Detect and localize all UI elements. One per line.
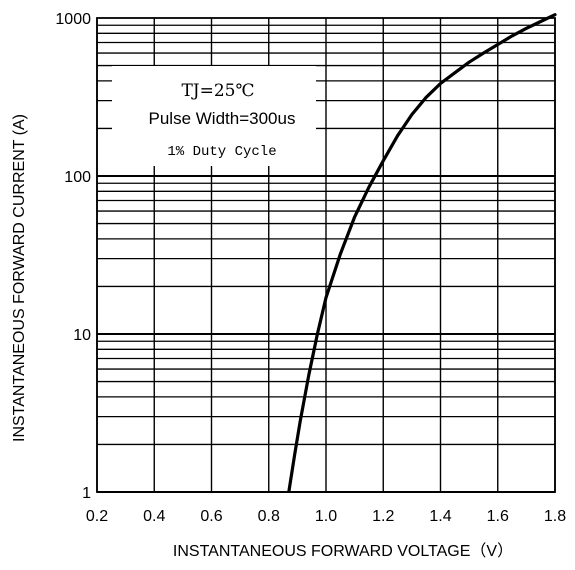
x-tick-label: 0.4: [143, 508, 165, 525]
annotation-pulse-width: Pulse Width=300us: [149, 109, 296, 128]
y-axis-label: INSTANTANEOUS FORWARD CURRENT (A): [11, 114, 28, 442]
plot-border: [96, 17, 556, 493]
x-tick-label: 0.8: [258, 508, 280, 525]
annotation-junction-temp: TJ=25℃: [181, 81, 254, 101]
annotation-duty-cycle: 1% Duty Cycle: [167, 144, 276, 160]
annotation-box: [112, 66, 316, 166]
y-tick-label: 10: [73, 327, 91, 344]
series-layer: [287, 13, 557, 492]
y-tick-label: 1: [82, 485, 91, 502]
x-tick-labels: 0.2 0.4 0.6 0.8 1.0 1.2 1.4 1.6 1.8: [86, 508, 566, 525]
x-tick-label: 1.0: [315, 508, 337, 525]
x-tick-label: 1.8: [544, 508, 566, 525]
grid-lines: [96, 18, 556, 493]
x-tick-label: 1.6: [487, 508, 509, 525]
x-tick-label: 0.2: [86, 508, 108, 525]
series-line: [287, 13, 557, 492]
x-tick-label: 1.4: [429, 508, 451, 525]
plot-frame: [96, 17, 556, 493]
x-tick-label: 1.2: [372, 508, 394, 525]
y-tick-labels: 1 10 100 1000: [55, 11, 91, 502]
y-tick-label: 1000: [55, 11, 91, 28]
y-tick-label: 100: [64, 169, 91, 186]
x-axis-label: INSTANTANEOUS FORWARD VOLTAGE（V）: [173, 542, 513, 560]
x-tick-label: 0.6: [200, 508, 222, 525]
